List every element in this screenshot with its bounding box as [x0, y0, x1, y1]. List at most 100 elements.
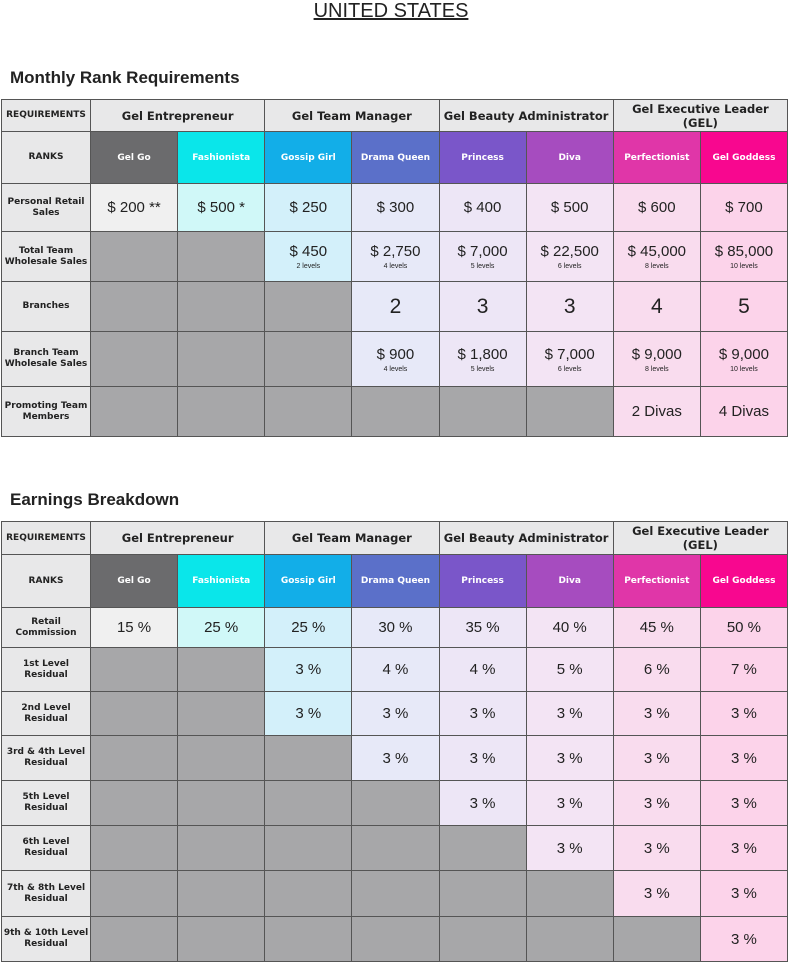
- value-cell: 3 %: [612, 825, 701, 871]
- value-cell: 3 %: [612, 691, 701, 736]
- rank-header: Fashionista: [177, 554, 266, 608]
- value-cell: $ 250: [264, 183, 353, 232]
- empty-cell: [351, 780, 440, 826]
- value-cell: 3 %: [438, 691, 527, 736]
- value-text: 3: [476, 294, 489, 318]
- levels-text: 10 levels: [730, 365, 758, 373]
- row-label: 7th & 8th Level Residual: [1, 870, 91, 917]
- value-cell: $ 85,000 10 levels: [699, 231, 789, 282]
- row-label: 6th Level Residual: [1, 825, 91, 871]
- table-row: Retail Commission 15 % 25 % 25 % 30 % 35 % 40 …: [1, 607, 789, 648]
- value-cell: 5: [699, 281, 789, 332]
- value-text: 30 %: [378, 619, 413, 636]
- table-row: Branch Team Wholesale Sales $ 900 4 levels…: [1, 331, 789, 387]
- value-text: 3 %: [556, 705, 583, 722]
- rank-header: Perfectionist: [612, 131, 701, 184]
- empty-cell: [177, 386, 266, 437]
- rank-header: Drama Queen: [351, 554, 440, 608]
- value-cell: 5 %: [525, 647, 614, 692]
- row-label: 3rd & 4th Level Residual: [1, 735, 91, 781]
- rank-header: Gel Goddess: [699, 554, 789, 608]
- empty-cell: [351, 916, 440, 962]
- empty-cell: [264, 825, 353, 871]
- group-header: Gel Team Manager: [264, 99, 440, 132]
- value-text: 4 %: [382, 661, 409, 678]
- value-cell: 3 %: [699, 735, 789, 781]
- table-row: 2nd Level Residual 3 % 3 % 3 % 3 % 3 % 3 %: [1, 691, 789, 736]
- value-cell: $ 300: [351, 183, 440, 232]
- empty-cell: [264, 780, 353, 826]
- value-cell: $ 700: [699, 183, 789, 232]
- value-text: 2: [389, 294, 402, 318]
- value-text: $ 45,000: [627, 243, 686, 260]
- value-text: 3 %: [469, 705, 496, 722]
- value-cell: 30 %: [351, 607, 440, 648]
- value-cell: $ 600: [612, 183, 701, 232]
- value-cell: $ 200 **: [89, 183, 179, 232]
- value-text: 3 %: [643, 885, 670, 902]
- value-text: $ 700: [725, 199, 763, 216]
- value-cell: 3 %: [264, 647, 353, 692]
- empty-cell: [177, 647, 266, 692]
- value-text: 5: [738, 294, 750, 318]
- table-row: 9th & 10th Level Residual 3 %: [1, 916, 789, 962]
- value-cell: 3 %: [438, 780, 527, 826]
- rank-header: Diva: [525, 131, 614, 184]
- empty-cell: [525, 916, 614, 962]
- value-text: $ 7,000: [457, 243, 508, 260]
- value-text: 4 %: [469, 661, 496, 678]
- empty-cell: [89, 647, 179, 692]
- empty-cell: [89, 780, 179, 826]
- value-text: $ 9,000: [631, 345, 682, 363]
- empty-cell: [612, 916, 701, 962]
- empty-cell: [177, 825, 266, 871]
- group-header: Gel Beauty Administrator: [438, 99, 614, 132]
- value-cell: $ 500: [525, 183, 614, 232]
- rank-header: Gel Go: [89, 554, 179, 608]
- row-label: Branches: [1, 281, 91, 332]
- row-label: Personal Retail Sales: [1, 183, 91, 232]
- rank-header: Gel Goddess: [699, 131, 789, 184]
- earnings-heading: Earnings Breakdown: [10, 490, 180, 509]
- table-row: 6th Level Residual 3 % 3 % 3 %: [1, 825, 789, 871]
- empty-cell: [89, 825, 179, 871]
- value-text: 3 %: [295, 661, 322, 678]
- value-text: $ 1,800: [457, 345, 508, 363]
- value-text: 4: [650, 294, 663, 318]
- value-text: 25 %: [204, 619, 239, 636]
- requirements-label: REQUIREMENTS: [1, 521, 91, 555]
- value-text: $ 22,500: [540, 243, 599, 260]
- value-cell: 3 %: [699, 825, 789, 871]
- levels-text: 4 levels: [383, 365, 408, 373]
- value-text: 3 %: [731, 794, 757, 812]
- value-cell: $ 500 *: [177, 183, 266, 232]
- requirements-label: REQUIREMENTS: [1, 99, 91, 132]
- value-text: 3 %: [731, 885, 757, 902]
- empty-cell: [351, 825, 440, 871]
- value-cell: 15 %: [89, 607, 179, 648]
- value-cell: $ 22,500 6 levels: [525, 231, 614, 282]
- group-header: Gel Team Manager: [264, 521, 440, 555]
- value-text: $ 500: [550, 199, 589, 216]
- value-cell: 3 %: [612, 870, 701, 917]
- value-cell: $ 9,000 8 levels: [612, 331, 701, 387]
- value-cell: $ 450 2 levels: [264, 231, 353, 282]
- value-text: 3: [563, 294, 576, 318]
- value-cell: 3 %: [525, 780, 614, 826]
- ranks-row: RANKS Gel Go Fashionista Gossip Girl Drama Q…: [1, 554, 789, 608]
- value-cell: $ 400: [438, 183, 527, 232]
- value-cell: 4 %: [351, 647, 440, 692]
- monthly-heading: Monthly Rank Requirements: [10, 68, 240, 87]
- empty-cell: [177, 331, 266, 387]
- empty-cell: [438, 916, 527, 962]
- empty-cell: [264, 331, 353, 387]
- value-cell: $ 7,000 5 levels: [438, 231, 527, 282]
- value-cell: 7 %: [699, 647, 789, 692]
- row-label: 9th & 10th Level Residual: [1, 916, 91, 962]
- empty-cell: [264, 870, 353, 917]
- table-row: Total Team Wholesale Sales $ 450 2 levels $…: [1, 231, 789, 282]
- value-text: $ 9,000: [718, 345, 769, 363]
- value-text: 3 %: [382, 705, 409, 722]
- empty-cell: [89, 916, 179, 962]
- rank-header: Gossip Girl: [264, 554, 353, 608]
